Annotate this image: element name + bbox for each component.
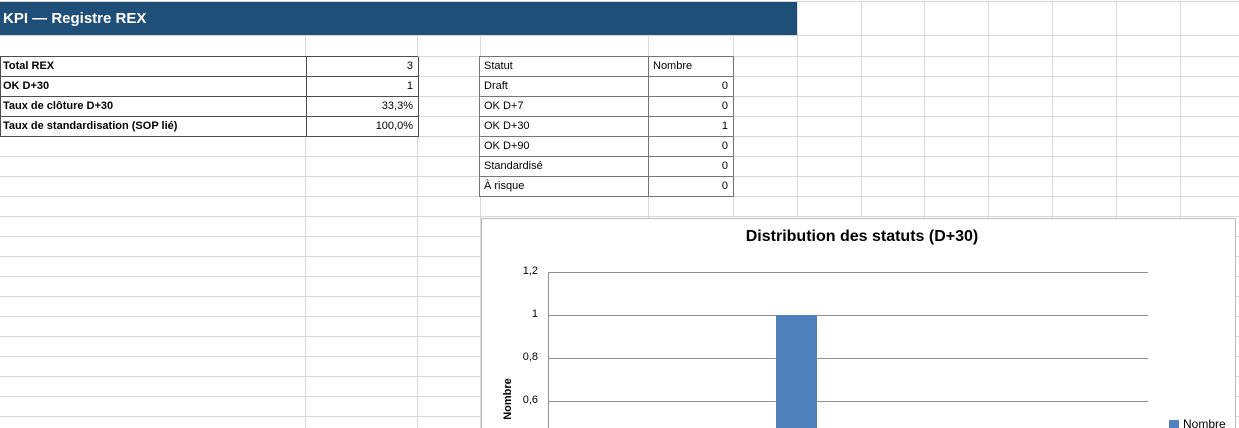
y-tick-label: 1	[531, 308, 538, 320]
y-axis-title: Nombre	[502, 378, 514, 420]
chart-gridline	[548, 401, 1148, 402]
cell-status[interactable]: OK D+7	[480, 97, 649, 117]
cell-status-header[interactable]: Statut	[480, 57, 649, 77]
cell-count[interactable]: 0	[649, 177, 734, 197]
legend-swatch	[1169, 420, 1179, 428]
kpi-table: Total REX 3 OK D+30 1 Taux de clôture D+…	[0, 56, 419, 137]
cell-count[interactable]: 0	[649, 97, 734, 117]
cell-kpi-label[interactable]: Total REX	[1, 57, 307, 77]
cell-kpi-label[interactable]: Taux de clôture D+30	[1, 97, 307, 117]
cell-count[interactable]: 1	[649, 117, 734, 137]
bar-ok-d30[interactable]	[776, 315, 817, 428]
gridline	[797, 1, 798, 428]
cell-count[interactable]: 0	[649, 157, 734, 177]
gridline	[305, 35, 306, 428]
y-tick-label: 0,6	[522, 394, 538, 406]
gridline	[1116, 1, 1117, 428]
cell-kpi-label[interactable]: Taux de standardisation (SOP lié)	[1, 117, 307, 137]
gridline	[1180, 1, 1181, 428]
status-bar-chart[interactable]: Distribution des statuts (D+30) 1,2 1 0,…	[481, 218, 1236, 428]
chart-gridline	[548, 272, 1148, 273]
cell-status[interactable]: Standardisé	[480, 157, 649, 177]
y-tick-label: 1,2	[522, 265, 538, 277]
chart-title: Distribution des statuts (D+30)	[745, 228, 979, 245]
gridline	[0, 1, 1239, 2]
gridline	[924, 1, 925, 428]
cell-kpi-label[interactable]: OK D+30	[1, 77, 307, 97]
cell-status[interactable]: À risque	[480, 177, 649, 197]
cell-kpi-value[interactable]: 3	[307, 57, 419, 77]
cell-kpi-value[interactable]: 33,3%	[307, 97, 419, 117]
chart-gridline	[548, 315, 1148, 316]
legend-label: Nombre	[1183, 417, 1226, 428]
cell-status[interactable]: OK D+30	[480, 117, 649, 137]
gridline	[480, 35, 481, 428]
cell-status[interactable]: OK D+90	[480, 137, 649, 157]
gridline	[0, 35, 1239, 36]
y-axis-line	[548, 272, 549, 428]
sheet-title-cell[interactable]: KPI — Registre REX	[0, 2, 797, 35]
gridline	[417, 35, 418, 428]
y-tick-label: 0,8	[522, 351, 538, 363]
cell-count[interactable]: 0	[649, 77, 734, 97]
gridline	[1052, 1, 1053, 428]
cell-count-header[interactable]: Nombre	[649, 57, 734, 77]
status-table: Statut Nombre Draft 0 OK D+7 0 OK D+30 1…	[479, 56, 734, 197]
chart-gridline	[548, 358, 1148, 359]
gridline	[988, 1, 989, 428]
cell-count[interactable]: 0	[649, 137, 734, 157]
gridline	[861, 1, 862, 428]
cell-kpi-value[interactable]: 100,0%	[307, 117, 419, 137]
cell-status[interactable]: Draft	[480, 77, 649, 97]
cell-kpi-value[interactable]: 1	[307, 77, 419, 97]
chart-legend[interactable]: Nombre	[1169, 414, 1226, 428]
